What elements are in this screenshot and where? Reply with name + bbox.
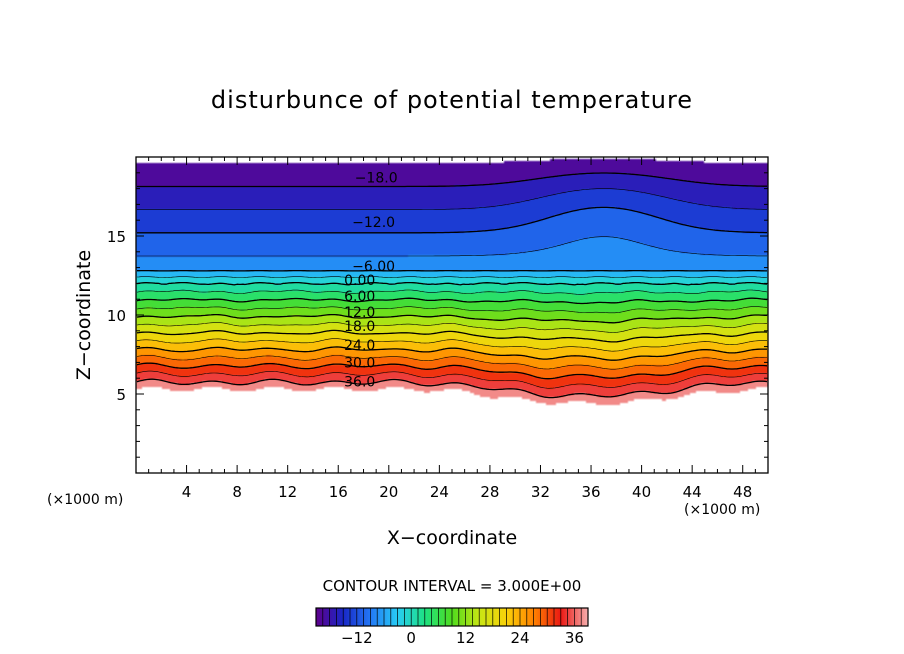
colorbar-tick-label: −12 [341,629,373,647]
y-tick-label: 10 [107,307,126,325]
contour-label: 0.00 [344,273,375,289]
colorbar-tick-label: 24 [510,629,529,647]
contour-line [136,338,767,352]
y-tick-label: 15 [107,228,126,246]
contour-line [136,378,768,399]
contour-label: 6.00 [344,289,375,305]
x-tick-label: 20 [379,483,398,501]
contour-label: 12.0 [344,305,375,321]
x-tick-label: 16 [329,483,348,501]
contour-label: 24.0 [344,338,375,354]
x-unit-left: (×1000 m) [47,492,124,508]
y-tick-label: 5 [116,386,126,404]
contour-label: 30.0 [344,355,375,371]
contour-line [137,188,768,210]
x-tick-label: 8 [232,483,242,501]
x-axis-label-wrap: X−coordinate [0,527,904,549]
contour-line [136,362,768,380]
contour-interval-wrap: CONTOUR INTERVAL = 3.000E+00 [0,577,904,595]
contour-line [136,346,767,361]
contour-line [136,329,768,343]
contour-label: 18.0 [344,319,375,335]
contour-line [137,236,767,257]
x-tick-label: 40 [632,483,651,501]
contour-line [137,172,767,188]
contour-lines [136,172,768,399]
x-tick-label: 24 [430,483,449,501]
contour-label: −12.0 [352,215,395,231]
contour-line [136,370,768,389]
contour-label: −18.0 [355,171,398,187]
colorbar-tick-label: 36 [565,629,584,647]
contour-line [136,276,768,278]
x-tick-label: 44 [683,483,702,501]
x-tick-label: 36 [581,483,600,501]
colorbar-frame [315,607,589,627]
contour-line [136,355,767,370]
contour-label: −6.00 [352,259,395,275]
contour-line [136,289,768,295]
contour-line [136,297,768,305]
contour-line [137,206,767,234]
contour-line [136,306,768,314]
colorbar-tick-label: 0 [406,629,416,647]
x-axis-label: X−coordinate [386,527,518,549]
x-tick-label: 48 [733,483,752,501]
contour-interval-text: CONTOUR INTERVAL = 3.000E+00 [322,577,582,595]
colorbar-tick-label: 12 [456,629,475,647]
x-tick-label: 32 [531,483,550,501]
colorbar-ticks: −12 0 12 24 36 [315,607,589,647]
x-unit-right: (×1000 m) [684,502,761,518]
contour-label: 36.0 [344,374,375,390]
x-tick-label: 28 [480,483,499,501]
x-tick-label: 4 [182,483,192,501]
contour-line [136,313,768,324]
x-tick-label: 12 [278,483,297,501]
contour-line [136,322,768,333]
chart-title: disturbunce of potential temperature [210,86,694,114]
